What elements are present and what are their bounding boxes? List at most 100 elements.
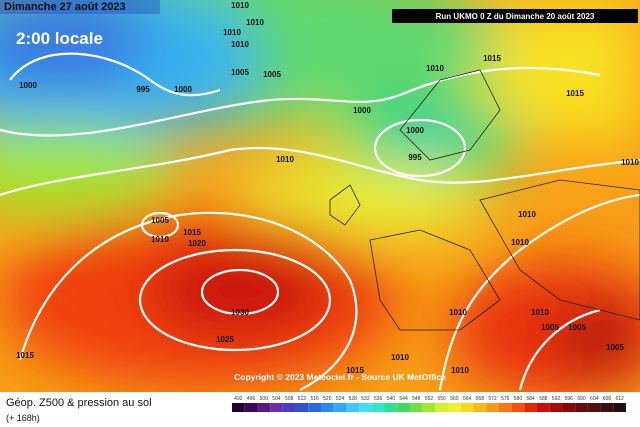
isobar-label: 1015 — [16, 351, 34, 360]
legend-swatch — [537, 403, 550, 412]
legend-label: 580 — [514, 396, 523, 402]
legend-label: 552 — [425, 396, 434, 402]
isobar-label: 1000 — [19, 81, 37, 90]
legend-swatch — [613, 403, 626, 412]
isobar-label: 1010 — [426, 64, 444, 73]
legend-label: 524 — [336, 396, 345, 402]
coastlines — [329, 69, 640, 331]
legend-label: 608 — [603, 396, 612, 402]
legend-label: 536 — [374, 396, 383, 402]
legend-swatch — [498, 403, 512, 412]
legend-swatch — [257, 403, 271, 412]
legend-swatch — [333, 403, 347, 412]
isobar-label: 1005 — [541, 323, 559, 332]
isobar-label: 1000 — [406, 126, 424, 135]
footer-title: Géop. Z500 & pression au sol — [6, 397, 152, 409]
isobar-label: 1010 — [449, 308, 467, 317]
legend-swatch — [575, 403, 588, 412]
isobar-label: 1015 — [183, 228, 201, 237]
run: Run UKMO 0 Z du Dimanche 20 août 2023 — [436, 12, 595, 21]
legend-label: 596 — [565, 396, 574, 402]
legend-label: 504 — [272, 396, 281, 402]
legend-label: 560 — [450, 396, 459, 402]
isobar-label: 1005 — [606, 343, 624, 352]
isobar-label: 1010 — [231, 1, 249, 10]
legend-label: 584 — [527, 396, 536, 402]
isobar-label: 1005 — [151, 216, 169, 225]
isobar-label: 1005 — [231, 68, 249, 77]
legend: 492 496 500 504 508 512 516 520 524 528 532 536 540 5… — [232, 396, 626, 412]
legend-swatch — [308, 403, 321, 412]
legend-swatch — [511, 403, 525, 412]
legend-label: 600 — [577, 396, 586, 402]
isobars — [0, 52, 640, 391]
run-box — [392, 9, 638, 23]
isobar-labels: 1010 1010 1010 1010 1005 1005 1000 995 1000 1010 1… — [16, 1, 639, 375]
legend-swatch — [232, 403, 245, 412]
legend-swatch — [371, 403, 385, 412]
legend-label: 564 — [463, 396, 472, 402]
legend-label: 492 — [234, 396, 243, 402]
legend-swatch — [270, 403, 283, 412]
isobar-label: 1025 — [216, 335, 234, 344]
isobar-label: 995 — [408, 153, 422, 162]
isobar-label: 1010 — [151, 235, 169, 244]
isobar-label: 1010 — [531, 308, 549, 317]
legend-label: 544 — [399, 396, 408, 402]
isobar-label: 1010 — [276, 155, 294, 164]
isobar-label: 1010 — [621, 158, 639, 167]
isobar-label: 1010 — [518, 210, 536, 219]
isobar-label: 995 — [136, 85, 150, 94]
legend-swatch — [549, 403, 563, 412]
legend-label: 532 — [361, 396, 370, 402]
legend-label: 528 — [349, 396, 358, 402]
isobar-label: 1005 — [263, 70, 281, 79]
legend-label: 508 — [285, 396, 294, 402]
date: Dimanche 27 août 2023 — [4, 1, 126, 13]
footer-lead: (+ 168h) — [6, 413, 40, 423]
legend-swatch — [422, 403, 436, 412]
legend-swatch — [244, 403, 258, 412]
legend-label: 556 — [438, 396, 447, 402]
isobar-label: 1015 — [483, 54, 501, 63]
legend-label: 592 — [552, 396, 561, 402]
legend-swatch — [448, 403, 461, 412]
legend-swatch — [562, 403, 576, 412]
legend-label: 568 — [476, 396, 485, 402]
isobar-label: 1030 — [231, 308, 249, 317]
legend-swatch — [359, 403, 372, 412]
isobar-label: 1015 — [346, 366, 364, 375]
isobar-label: 1010 — [223, 28, 241, 37]
legend-label: 540 — [387, 396, 396, 402]
legend-swatch — [320, 403, 334, 412]
field — [0, 0, 640, 400]
legend-label: 612 — [615, 396, 624, 402]
isobar-label: 1010 — [511, 238, 529, 247]
legend-swatch — [524, 403, 538, 412]
isobar-label: 1010 — [231, 40, 249, 49]
legend-label: 572 — [488, 396, 497, 402]
legend-swatch — [473, 403, 487, 412]
legend-swatch — [587, 403, 601, 412]
legend-swatch — [435, 403, 449, 412]
legend-swatch — [397, 403, 410, 412]
copyright: Copyright © 2023 Meteociel.fr - Source U… — [234, 372, 446, 382]
legend-swatch — [282, 403, 296, 412]
isobar-label: 1010 — [246, 18, 264, 27]
legend-swatch — [460, 403, 474, 412]
legend-label: 604 — [590, 396, 599, 402]
legend-label: 576 — [501, 396, 510, 402]
legend-label: 500 — [260, 396, 269, 402]
isobar-label: 1020 — [188, 239, 206, 248]
legend-label: 496 — [247, 396, 256, 402]
legend-swatch — [384, 403, 398, 412]
legend-swatch — [295, 403, 309, 412]
isobar-label: 1005 — [568, 323, 586, 332]
legend-label: 548 — [412, 396, 421, 402]
legend-swatch — [486, 403, 499, 412]
legend-swatch — [409, 403, 423, 412]
date-band — [0, 0, 160, 14]
isobar-label: 1010 — [451, 366, 469, 375]
isobar-label: 1000 — [353, 106, 371, 115]
